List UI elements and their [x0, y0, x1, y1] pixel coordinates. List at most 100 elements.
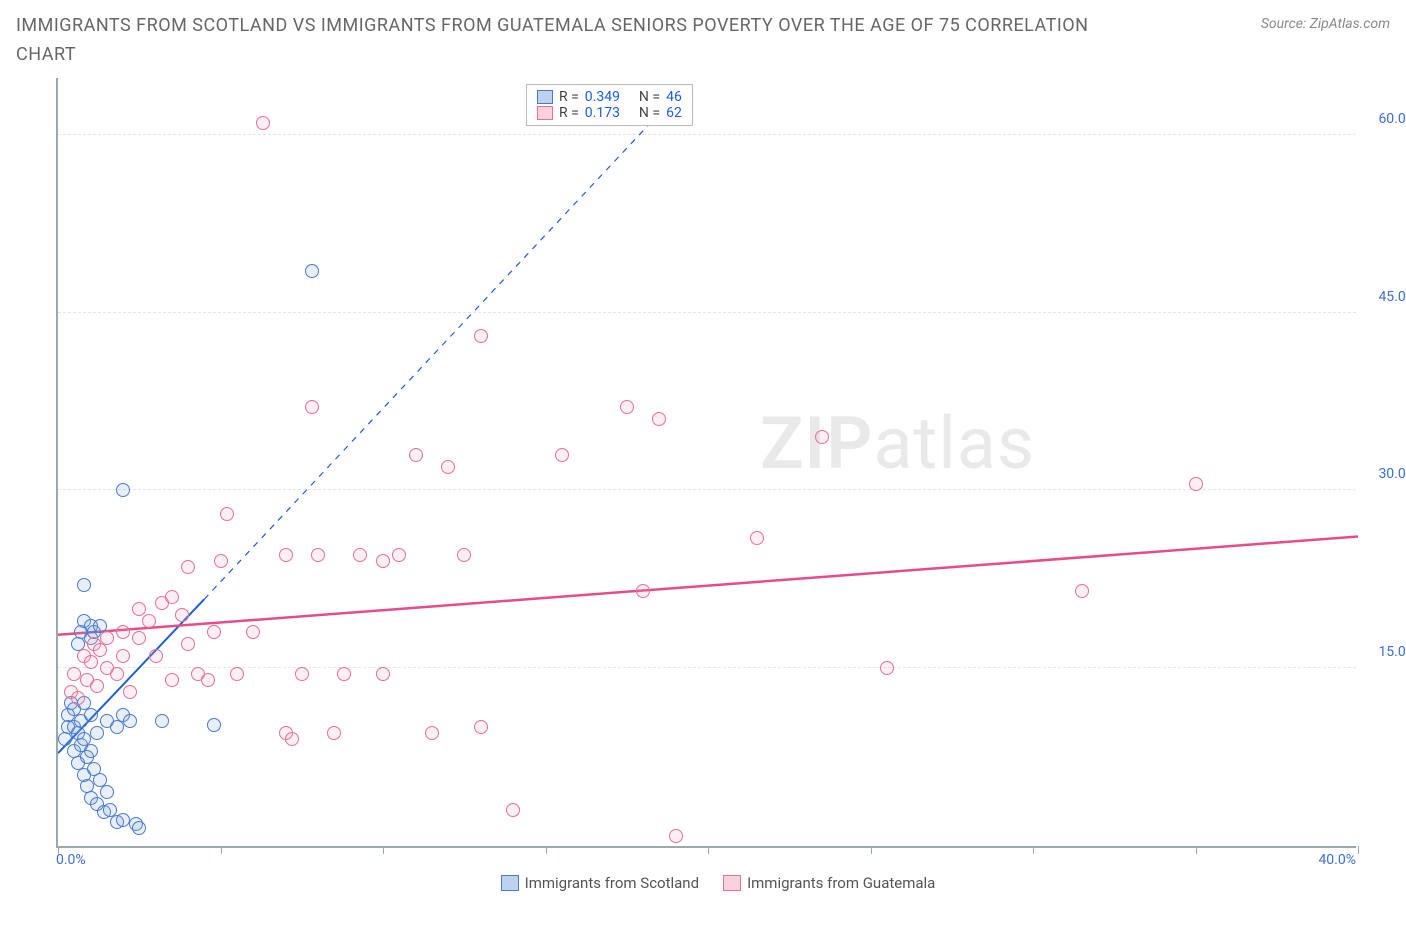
data-point	[285, 732, 299, 746]
legend-n-value: 46	[666, 89, 682, 105]
data-point	[305, 264, 319, 278]
correlation-legend: R = 0.349 N = 46R = 0.173 N = 62	[526, 84, 693, 126]
data-point	[652, 412, 666, 426]
data-point	[457, 548, 471, 562]
data-point	[132, 821, 146, 835]
trend-lines	[58, 78, 1358, 848]
legend-n-label: N =	[639, 105, 660, 121]
data-point	[815, 430, 829, 444]
data-point	[116, 483, 130, 497]
data-point	[750, 531, 764, 545]
data-point	[84, 655, 98, 669]
legend-swatch	[537, 90, 553, 104]
trend-line	[58, 536, 1358, 634]
data-point	[67, 667, 81, 681]
data-point	[376, 554, 390, 568]
legend-r-value: 0.349	[585, 89, 620, 105]
legend-r-value: 0.173	[585, 105, 620, 121]
gridline	[58, 489, 1356, 490]
data-point	[353, 548, 367, 562]
data-point	[165, 673, 179, 687]
data-point	[90, 726, 104, 740]
data-point	[295, 667, 309, 681]
legend-swatch	[537, 106, 553, 120]
data-point	[100, 785, 114, 799]
data-point	[256, 116, 270, 130]
legend-series-label: Immigrants from Guatemala	[747, 874, 935, 892]
y-tick-label: 60.0%	[1378, 111, 1406, 127]
gridline	[58, 134, 1356, 135]
legend-series-label: Immigrants from Scotland	[525, 874, 699, 892]
data-point	[214, 554, 228, 568]
legend-swatch	[723, 875, 741, 891]
data-point	[474, 329, 488, 343]
data-point	[123, 685, 137, 699]
data-point	[84, 744, 98, 758]
data-point	[376, 667, 390, 681]
data-point	[181, 560, 195, 574]
data-point	[165, 590, 179, 604]
data-point	[58, 732, 72, 746]
data-point	[327, 726, 341, 740]
data-point	[84, 708, 98, 722]
data-point	[636, 584, 650, 598]
data-point	[132, 631, 146, 645]
data-point	[116, 813, 130, 827]
data-point	[1189, 477, 1203, 491]
y-tick-label: 15.0%	[1378, 644, 1406, 660]
data-point	[474, 720, 488, 734]
data-point	[149, 649, 163, 663]
data-point	[409, 448, 423, 462]
data-point	[201, 673, 215, 687]
legend-swatch	[501, 875, 519, 891]
data-point	[425, 726, 439, 740]
data-point	[110, 667, 124, 681]
data-point	[175, 608, 189, 622]
data-point	[441, 460, 455, 474]
trend-line-extrapolated	[204, 113, 659, 599]
data-point	[279, 548, 293, 562]
chart-container: Seniors Poverty Over the Age of 75 ZIPat…	[16, 78, 1390, 892]
correlation-legend-row: R = 0.349 N = 46	[537, 89, 682, 105]
data-point	[207, 718, 221, 732]
series-legend: Immigrants from Scotland Immigrants from …	[56, 872, 1356, 892]
legend-n-value: 62	[666, 105, 682, 121]
data-point	[392, 548, 406, 562]
data-point	[100, 631, 114, 645]
data-point	[71, 691, 85, 705]
x-tick-label: 0.0%	[56, 852, 86, 868]
legend-r-label: R =	[559, 89, 579, 105]
data-point	[77, 578, 91, 592]
scatter-plot: ZIPatlas 15.0%30.0%45.0%60.0%R = 0.349 N…	[56, 78, 1356, 848]
data-point	[123, 714, 137, 728]
data-point	[555, 448, 569, 462]
y-tick-label: 45.0%	[1378, 289, 1406, 305]
data-point	[246, 625, 260, 639]
data-point	[337, 667, 351, 681]
chart-title: IMMIGRANTS FROM SCOTLAND VS IMMIGRANTS F…	[16, 12, 1116, 70]
source-attribution: Source: ZipAtlas.com	[1261, 16, 1390, 32]
data-point	[90, 679, 104, 693]
data-point	[1075, 584, 1089, 598]
data-point	[155, 714, 169, 728]
correlation-legend-row: R = 0.173 N = 62	[537, 105, 682, 121]
watermark: ZIPatlas	[760, 401, 1035, 486]
gridline	[58, 667, 1356, 668]
y-tick-label: 30.0%	[1378, 466, 1406, 482]
data-point	[116, 649, 130, 663]
data-point	[230, 667, 244, 681]
data-point	[311, 548, 325, 562]
data-point	[207, 625, 221, 639]
data-point	[181, 637, 195, 651]
data-point	[506, 803, 520, 817]
legend-r-label: R =	[559, 105, 579, 121]
x-tick-label: 40.0%	[1318, 852, 1356, 868]
data-point	[142, 614, 156, 628]
gridline	[58, 312, 1356, 313]
data-point	[669, 829, 683, 843]
data-point	[132, 602, 146, 616]
x-tick	[1358, 846, 1359, 854]
data-point	[220, 507, 234, 521]
data-point	[305, 400, 319, 414]
data-point	[116, 625, 130, 639]
